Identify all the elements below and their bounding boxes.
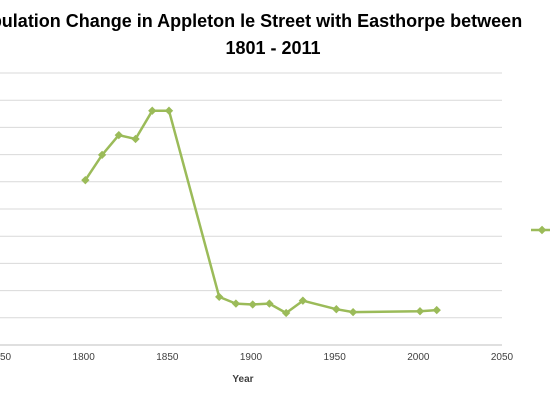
series-layer xyxy=(81,106,441,318)
x-axis-title: Year xyxy=(232,374,253,385)
x-tick-label: 1900 xyxy=(240,352,263,363)
x-tick-label: 1800 xyxy=(73,352,96,363)
data-point xyxy=(114,130,123,140)
data-point xyxy=(415,307,425,316)
data-point xyxy=(148,106,157,115)
chart-title-line-2: 1801 - 2011 xyxy=(225,38,320,58)
data-point xyxy=(215,292,224,302)
data-point xyxy=(332,305,341,314)
x-tick-label: 2000 xyxy=(407,352,430,363)
data-point xyxy=(97,150,107,160)
data-point xyxy=(164,106,174,115)
data-point xyxy=(248,300,257,309)
x-tick-labels: 1750 1800 1850 1900 1950 2000 2050 xyxy=(0,352,514,363)
gridlines xyxy=(0,72,502,319)
data-point xyxy=(348,307,358,317)
x-tick-label: 1950 xyxy=(324,352,347,363)
legend xyxy=(531,225,550,235)
chart-title: Population Change in Appleton le Street … xyxy=(0,11,522,58)
data-point xyxy=(231,299,241,308)
data-point xyxy=(432,305,441,315)
x-tick-label: 2050 xyxy=(491,352,514,363)
legend-marker xyxy=(537,225,547,235)
data-point xyxy=(265,299,274,308)
data-point xyxy=(81,176,90,185)
x-tick-label: 1850 xyxy=(156,352,179,363)
data-point xyxy=(298,296,308,305)
chart-title-line-1: Population Change in Appleton le Street … xyxy=(0,11,522,31)
data-point xyxy=(131,134,140,144)
x-tick-label: 1750 xyxy=(0,352,12,363)
data-point xyxy=(281,308,291,318)
series-line xyxy=(84,109,437,315)
